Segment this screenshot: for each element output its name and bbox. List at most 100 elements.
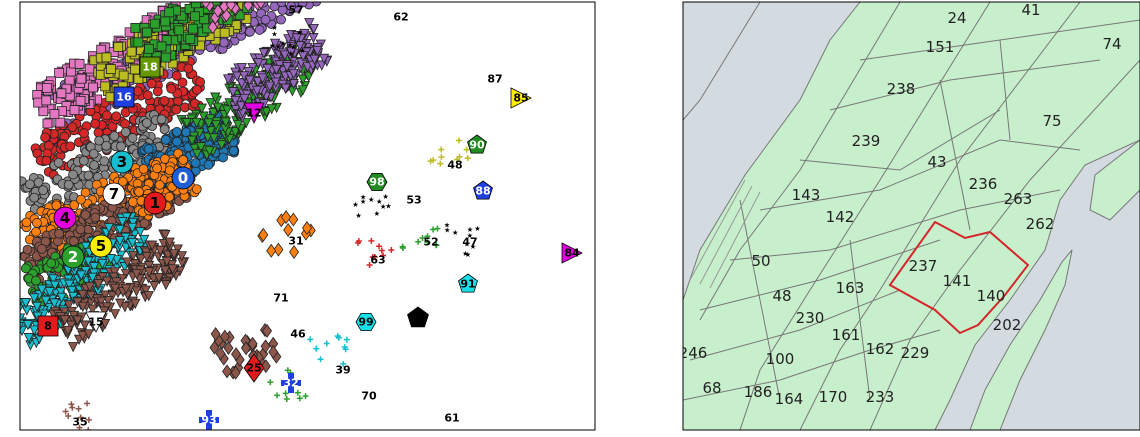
point	[31, 301, 43, 313]
point	[281, 373, 301, 393]
point	[36, 284, 48, 296]
point	[131, 286, 142, 297]
point	[244, 75, 255, 86]
point	[120, 284, 132, 295]
point	[164, 165, 175, 176]
point	[117, 176, 128, 187]
cluster-label: 0	[178, 169, 188, 187]
cluster-label: 88	[475, 185, 490, 198]
point	[198, 0, 207, 1]
point: ★	[287, 40, 293, 49]
point	[561, 242, 583, 264]
point	[22, 244, 33, 255]
zone-label: 24	[947, 9, 966, 27]
point	[205, 98, 216, 109]
point	[208, 108, 219, 119]
zone-label: 141	[943, 272, 972, 290]
point	[317, 356, 324, 363]
point	[169, 249, 180, 260]
point	[215, 346, 226, 361]
point	[225, 2, 236, 12]
point	[122, 257, 133, 268]
point	[258, 227, 269, 242]
point	[167, 264, 178, 275]
point	[127, 222, 138, 234]
point	[154, 179, 165, 190]
point	[142, 27, 153, 38]
point	[63, 179, 74, 190]
point	[87, 304, 98, 315]
point	[171, 104, 182, 115]
point	[101, 276, 113, 287]
point	[430, 226, 437, 233]
point	[80, 209, 91, 220]
point	[277, 5, 288, 15]
zone-label: 43	[927, 153, 946, 171]
zone-label: 162	[866, 340, 895, 358]
point	[268, 344, 279, 359]
point	[153, 272, 165, 284]
point	[83, 170, 94, 181]
point	[88, 262, 100, 273]
point	[302, 0, 311, 1]
point	[78, 155, 89, 166]
point: ★	[288, 49, 294, 58]
point	[302, 393, 309, 400]
cluster-label: 1	[150, 194, 160, 212]
point	[85, 311, 107, 333]
point	[160, 52, 171, 63]
point	[75, 95, 86, 106]
point	[218, 152, 228, 163]
point	[113, 86, 135, 108]
zone-label: 41	[1021, 1, 1040, 19]
point	[232, 119, 244, 131]
point	[62, 325, 74, 337]
point	[454, 156, 461, 163]
zone-label: 163	[836, 279, 865, 297]
point	[222, 105, 233, 116]
point	[308, 23, 319, 35]
point	[110, 150, 134, 174]
point	[224, 134, 235, 145]
zone-label: 140	[977, 287, 1006, 305]
point	[99, 318, 111, 330]
point	[261, 107, 272, 118]
point	[23, 333, 34, 344]
point	[267, 379, 274, 386]
point	[80, 187, 91, 198]
point	[159, 95, 170, 106]
point	[216, 140, 227, 151]
point	[64, 75, 75, 86]
point	[378, 247, 385, 254]
point	[279, 50, 290, 61]
point	[38, 106, 49, 117]
point	[119, 302, 131, 313]
point	[232, 71, 243, 82]
point	[271, 64, 282, 76]
cluster-label: 62	[393, 11, 408, 24]
point	[42, 118, 53, 129]
cluster-label: 91	[460, 278, 475, 291]
point	[149, 18, 160, 29]
point	[152, 86, 163, 97]
point	[128, 197, 138, 207]
point	[219, 329, 230, 344]
point	[304, 18, 315, 29]
point	[84, 400, 91, 407]
point	[84, 63, 95, 74]
point	[84, 281, 95, 293]
point	[161, 256, 172, 267]
point: ★	[444, 225, 450, 234]
cluster-label: 2	[68, 248, 78, 266]
point	[51, 200, 62, 211]
point	[83, 329, 94, 340]
point	[278, 0, 287, 2]
point	[56, 88, 67, 99]
point	[198, 111, 209, 122]
point	[36, 244, 47, 254]
point	[149, 281, 160, 292]
point	[143, 144, 154, 154]
cluster-label: 4	[60, 209, 70, 227]
point	[143, 291, 154, 302]
